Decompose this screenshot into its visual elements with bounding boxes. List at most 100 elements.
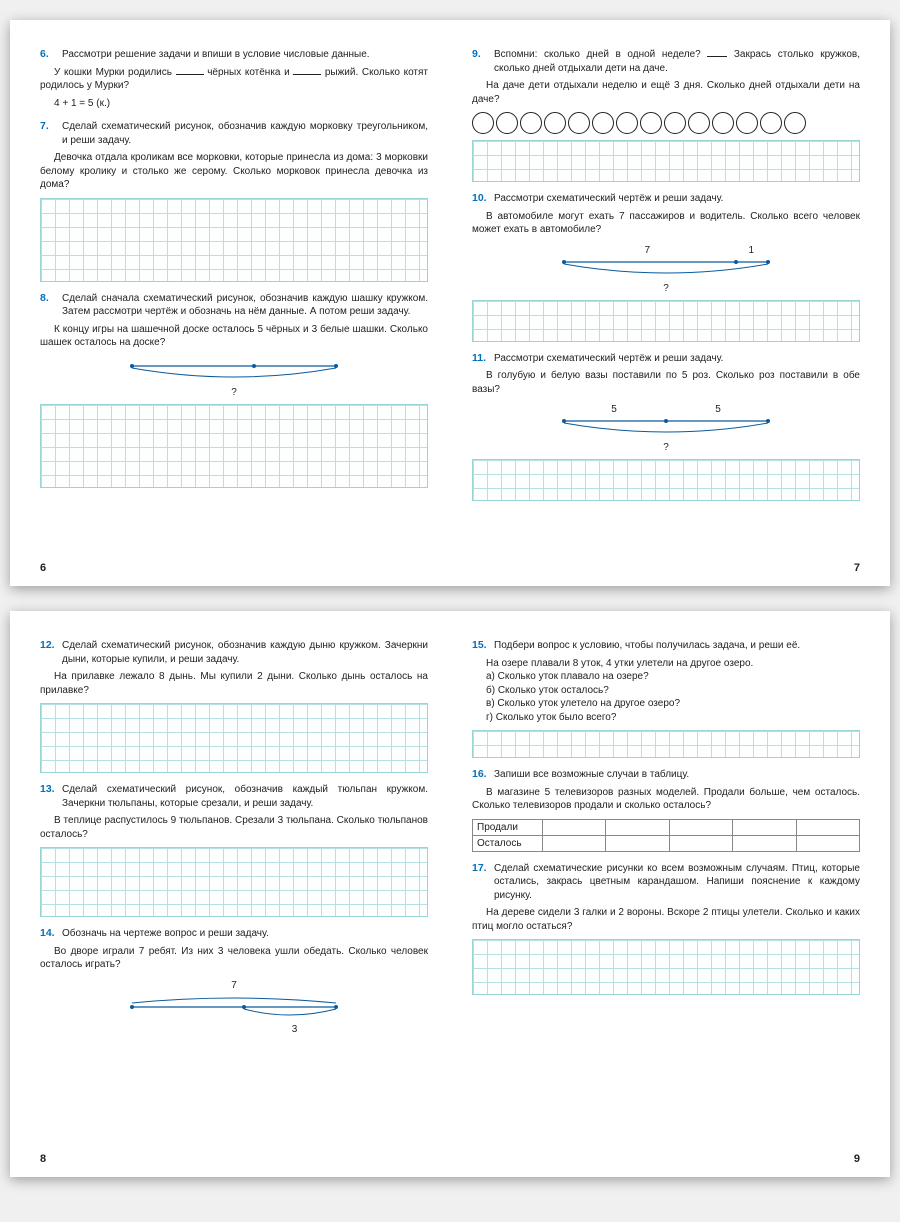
spread-6-7: 6. Рассмотри решение задачи и впиши в ус… bbox=[10, 20, 890, 586]
problem-16: 16. Запиши все возможные случаи в таблиц… bbox=[472, 768, 860, 852]
question-mark: ? bbox=[124, 387, 344, 398]
problem-number: 11. bbox=[472, 352, 494, 364]
segment-diagram: 7 3 bbox=[124, 980, 344, 1035]
problem-number: 8. bbox=[40, 292, 62, 304]
problem-body: Девочка отдала кроликам все морковки, ко… bbox=[40, 151, 428, 192]
row-label: Продали bbox=[473, 819, 543, 835]
problem-body: Во дворе играли 7 ребят. Из них 3 челове… bbox=[40, 945, 428, 972]
empty-circle[interactable] bbox=[640, 112, 662, 134]
question-mark: ? bbox=[556, 283, 776, 294]
problem-number: 10. bbox=[472, 192, 494, 204]
problem-6: 6. Рассмотри решение задачи и впиши в ус… bbox=[40, 48, 428, 110]
problem-13: 13. Сделай схематический рисунок, обозна… bbox=[40, 783, 428, 917]
page-number: 9 bbox=[854, 1153, 860, 1165]
segment-label: 5 bbox=[562, 404, 666, 415]
problem-14: 14. Обозначь на чертеже вопрос и реши за… bbox=[40, 927, 428, 1035]
empty-circle[interactable] bbox=[592, 112, 614, 134]
problem-body: В автомобиле могут ехать 7 пассажиров и … bbox=[472, 210, 860, 237]
bracket-diagram: ? bbox=[124, 358, 344, 398]
answer-grid[interactable] bbox=[40, 847, 428, 917]
segment-label: 3 bbox=[245, 1024, 344, 1035]
problem-body: На озере плавали 8 уток, 4 утки улетели … bbox=[472, 657, 860, 671]
segment-label: 1 bbox=[733, 245, 770, 256]
empty-circle[interactable] bbox=[664, 112, 686, 134]
problem-text: Рассмотри схематический чертёж и реши за… bbox=[494, 352, 723, 366]
problem-7: 7. Сделай схематический рисунок, обознач… bbox=[40, 120, 428, 282]
problem-number: 14. bbox=[40, 927, 62, 939]
problem-12: 12. Сделай схематический рисунок, обозна… bbox=[40, 639, 428, 773]
problem-8: 8. Сделай сначала схематический рисунок,… bbox=[40, 292, 428, 488]
row-label: Осталось bbox=[473, 835, 543, 851]
answer-grid[interactable] bbox=[40, 198, 428, 282]
problem-text: Сделай схематический рисунок, обозначив … bbox=[62, 639, 428, 666]
problem-number: 6. bbox=[40, 48, 62, 60]
problem-text: Рассмотри схематический чертёж и реши за… bbox=[494, 192, 723, 206]
problem-number: 12. bbox=[40, 639, 62, 651]
page-number: 6 bbox=[40, 562, 46, 574]
problem-body: На даче дети отдыхали неделю и ещё 3 дня… bbox=[472, 79, 860, 106]
fill-blank[interactable] bbox=[176, 66, 204, 75]
empty-circle[interactable] bbox=[520, 112, 542, 134]
equation: 4 + 1 = 5 (к.) bbox=[40, 97, 428, 111]
answer-grid[interactable] bbox=[40, 404, 428, 488]
empty-circle[interactable] bbox=[760, 112, 782, 134]
problem-11: 11. Рассмотри схематический чертёж и реш… bbox=[472, 352, 860, 502]
problem-text: Вспомни: сколько дней в одной неделе? За… bbox=[494, 48, 860, 75]
segment-label: 7 bbox=[562, 245, 733, 256]
option-b: б) Сколько уток осталось? bbox=[472, 684, 860, 698]
problem-text: Сделай схематический рисунок, обозначив … bbox=[62, 783, 428, 810]
page-9: 15. Подбери вопрос к условию, чтобы полу… bbox=[450, 629, 882, 1169]
page-number: 8 bbox=[40, 1153, 46, 1165]
circles-row[interactable] bbox=[472, 112, 860, 134]
empty-circle[interactable] bbox=[736, 112, 758, 134]
problem-body: В теплице распустилось 9 тюльпанов. Срез… bbox=[40, 814, 428, 841]
problem-number: 9. bbox=[472, 48, 494, 60]
problem-number: 16. bbox=[472, 768, 494, 780]
answer-grid[interactable] bbox=[40, 703, 428, 773]
table-row: Продали bbox=[473, 819, 860, 835]
problem-body: В магазине 5 телевизоров разных моделей.… bbox=[472, 786, 860, 813]
page-8: 12. Сделай схематический рисунок, обозна… bbox=[18, 629, 450, 1169]
problem-text: Рассмотри решение задачи и впиши в услов… bbox=[62, 48, 370, 62]
problem-text: Запиши все возможные случаи в таблицу. bbox=[494, 768, 689, 782]
problem-body: В голубую и белую вазы поставили по 5 ро… bbox=[472, 369, 860, 396]
problem-17: 17. Сделай схематические рисунки ко всем… bbox=[472, 862, 860, 996]
empty-circle[interactable] bbox=[688, 112, 710, 134]
page-7: 9. Вспомни: сколько дней в одной неделе?… bbox=[450, 38, 882, 578]
empty-circle[interactable] bbox=[616, 112, 638, 134]
fill-blank[interactable] bbox=[707, 48, 727, 57]
bracket-diagram: 7 1 ? bbox=[556, 245, 776, 294]
answer-grid[interactable] bbox=[472, 730, 860, 758]
empty-circle[interactable] bbox=[784, 112, 806, 134]
problem-text: Сделай схематический рисунок, обозначив … bbox=[62, 120, 428, 147]
fill-blank[interactable] bbox=[293, 66, 321, 75]
bracket-diagram: 5 5 ? bbox=[556, 404, 776, 453]
empty-circle[interactable] bbox=[568, 112, 590, 134]
problem-9: 9. Вспомни: сколько дней в одной неделе?… bbox=[472, 48, 860, 182]
answer-grid[interactable] bbox=[472, 459, 860, 501]
answer-grid[interactable] bbox=[472, 140, 860, 182]
problem-text: Обозначь на чертеже вопрос и реши задачу… bbox=[62, 927, 269, 941]
answer-grid[interactable] bbox=[472, 300, 860, 342]
problem-text: Сделай сначала схематический рисунок, об… bbox=[62, 292, 428, 319]
answer-table[interactable]: Продали Осталось bbox=[472, 819, 860, 852]
problem-body: У кошки Мурки родились чёрных котёнка и … bbox=[40, 66, 428, 93]
page-6: 6. Рассмотри решение задачи и впиши в ус… bbox=[18, 38, 450, 578]
empty-circle[interactable] bbox=[472, 112, 494, 134]
problem-text: Сделай схематические рисунки ко всем воз… bbox=[494, 862, 860, 903]
problem-text: Подбери вопрос к условию, чтобы получила… bbox=[494, 639, 800, 653]
problem-body: К концу игры на шашечной доске осталось … bbox=[40, 323, 428, 350]
problem-10: 10. Рассмотри схематический чертёж и реш… bbox=[472, 192, 860, 342]
table-row: Осталось bbox=[473, 835, 860, 851]
problem-number: 7. bbox=[40, 120, 62, 132]
problem-body: На прилавке лежало 8 дынь. Мы купили 2 д… bbox=[40, 670, 428, 697]
empty-circle[interactable] bbox=[712, 112, 734, 134]
answer-grid[interactable] bbox=[472, 939, 860, 995]
problem-number: 13. bbox=[40, 783, 62, 795]
problem-15: 15. Подбери вопрос к условию, чтобы полу… bbox=[472, 639, 860, 758]
option-a: а) Сколько уток плавало на озере? bbox=[472, 670, 860, 684]
empty-circle[interactable] bbox=[544, 112, 566, 134]
problem-number: 15. bbox=[472, 639, 494, 651]
empty-circle[interactable] bbox=[496, 112, 518, 134]
spread-8-9: 12. Сделай схематический рисунок, обозна… bbox=[10, 611, 890, 1177]
